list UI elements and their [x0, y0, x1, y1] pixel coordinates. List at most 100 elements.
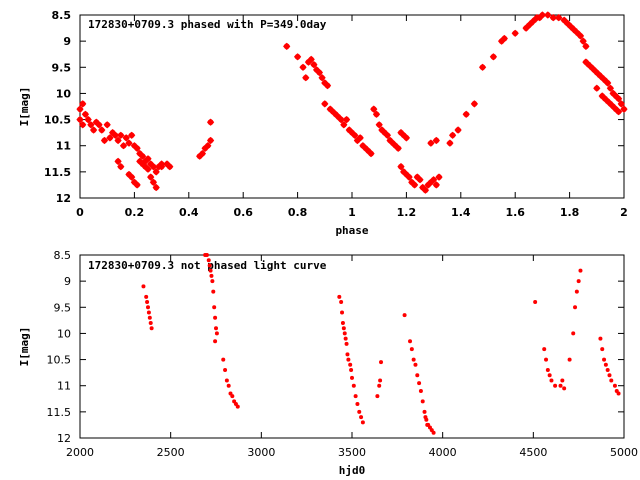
data-point	[615, 108, 623, 116]
data-point	[604, 79, 612, 87]
data-point	[230, 394, 235, 399]
data-point	[383, 131, 391, 139]
data-point	[95, 121, 103, 129]
data-point	[353, 394, 358, 399]
y-tick-label: 9.5	[52, 61, 72, 74]
data-point	[397, 163, 405, 171]
data-point	[235, 404, 240, 409]
data-point	[411, 357, 416, 362]
x-tick-label: 3000	[247, 446, 275, 459]
data-point	[340, 121, 348, 129]
y-axis-label: I[mag]	[18, 87, 31, 127]
data-point	[350, 375, 354, 380]
data-point	[612, 383, 617, 388]
data-point	[606, 84, 614, 92]
data-point	[337, 294, 342, 299]
data-point	[470, 100, 478, 108]
data-point	[302, 74, 310, 82]
data-point	[547, 373, 552, 378]
data-point	[603, 362, 608, 367]
y-tick-label: 9	[63, 35, 71, 48]
data-point	[418, 388, 423, 393]
data-point	[479, 63, 487, 71]
data-point	[417, 381, 422, 386]
data-point	[98, 126, 106, 134]
data-point	[79, 121, 87, 129]
data-point	[348, 362, 353, 367]
data-point	[224, 378, 229, 383]
data-point	[147, 173, 155, 181]
data-point	[616, 391, 621, 396]
data-point	[152, 183, 160, 192]
data-point	[560, 378, 565, 383]
data-point	[318, 74, 326, 82]
y-tick-label: 8.5	[54, 249, 72, 262]
data-point	[315, 68, 323, 77]
data-point	[149, 178, 157, 186]
data-point	[355, 402, 360, 407]
phased-light-curve-chart: 0 0.2 0.4 0.6 0.8 1 1.2 1.4 1.6 1.8 2 8.5 9 9.5 10 10.5…	[18, 9, 628, 237]
data-point	[208, 268, 213, 273]
data-point	[139, 152, 147, 160]
data-point	[489, 53, 497, 61]
data-point	[432, 136, 440, 145]
data-point	[198, 150, 206, 158]
data-point	[372, 110, 381, 118]
plot-title: 172830+0709.3 phased with P=349.0day	[88, 18, 327, 31]
y-tick-label: 12	[57, 432, 71, 445]
x-tick-label: 0	[76, 206, 84, 219]
x-tick-label: 1.6	[505, 206, 525, 219]
x-tick-label: 4500	[519, 446, 547, 459]
y-tick-label: 11.5	[47, 406, 72, 419]
data-point	[340, 310, 345, 315]
data-point	[360, 420, 365, 425]
data-point	[114, 157, 122, 165]
data-point	[500, 34, 508, 43]
data-point	[299, 63, 307, 71]
data-point	[212, 305, 217, 310]
y-tick-label: 12	[56, 192, 71, 205]
y-tick-label: 9	[64, 275, 71, 288]
data-point	[615, 95, 623, 103]
data-point	[337, 116, 345, 124]
data-point	[294, 53, 302, 61]
plot-frame	[79, 14, 625, 199]
data-point	[617, 100, 625, 108]
data-point	[394, 144, 402, 152]
data-point	[114, 136, 122, 145]
data-point	[111, 131, 119, 139]
data-point	[152, 168, 160, 176]
data-point	[402, 134, 410, 142]
x-tick-label: 2	[620, 206, 628, 219]
data-point	[576, 32, 585, 40]
data-point	[356, 134, 364, 142]
data-point	[283, 42, 291, 50]
data-point	[370, 105, 378, 113]
data-point	[409, 347, 414, 352]
data-point	[544, 11, 552, 19]
data-point	[76, 116, 84, 124]
data-point	[343, 336, 348, 341]
data-point	[579, 37, 587, 45]
data-point	[100, 136, 109, 145]
data-point	[321, 100, 329, 108]
x-axis-label: hjd0	[339, 464, 366, 477]
data-point	[413, 362, 418, 367]
data-point	[345, 352, 350, 357]
data-point	[402, 313, 407, 318]
data-point	[147, 315, 152, 320]
data-point	[84, 116, 92, 124]
data-point	[323, 82, 332, 90]
data-point	[207, 118, 215, 126]
x-axis-label: phase	[335, 224, 368, 237]
data-point	[553, 383, 558, 388]
x-tick-label: 3500	[338, 446, 366, 459]
data-point	[549, 378, 554, 383]
data-point	[149, 163, 157, 171]
x-tick-label: 0.6	[233, 206, 253, 219]
data-point	[221, 357, 226, 362]
data-point	[571, 331, 576, 336]
data-point	[211, 289, 216, 294]
y-tick-label: 10.5	[44, 114, 71, 127]
data-point	[544, 357, 549, 362]
